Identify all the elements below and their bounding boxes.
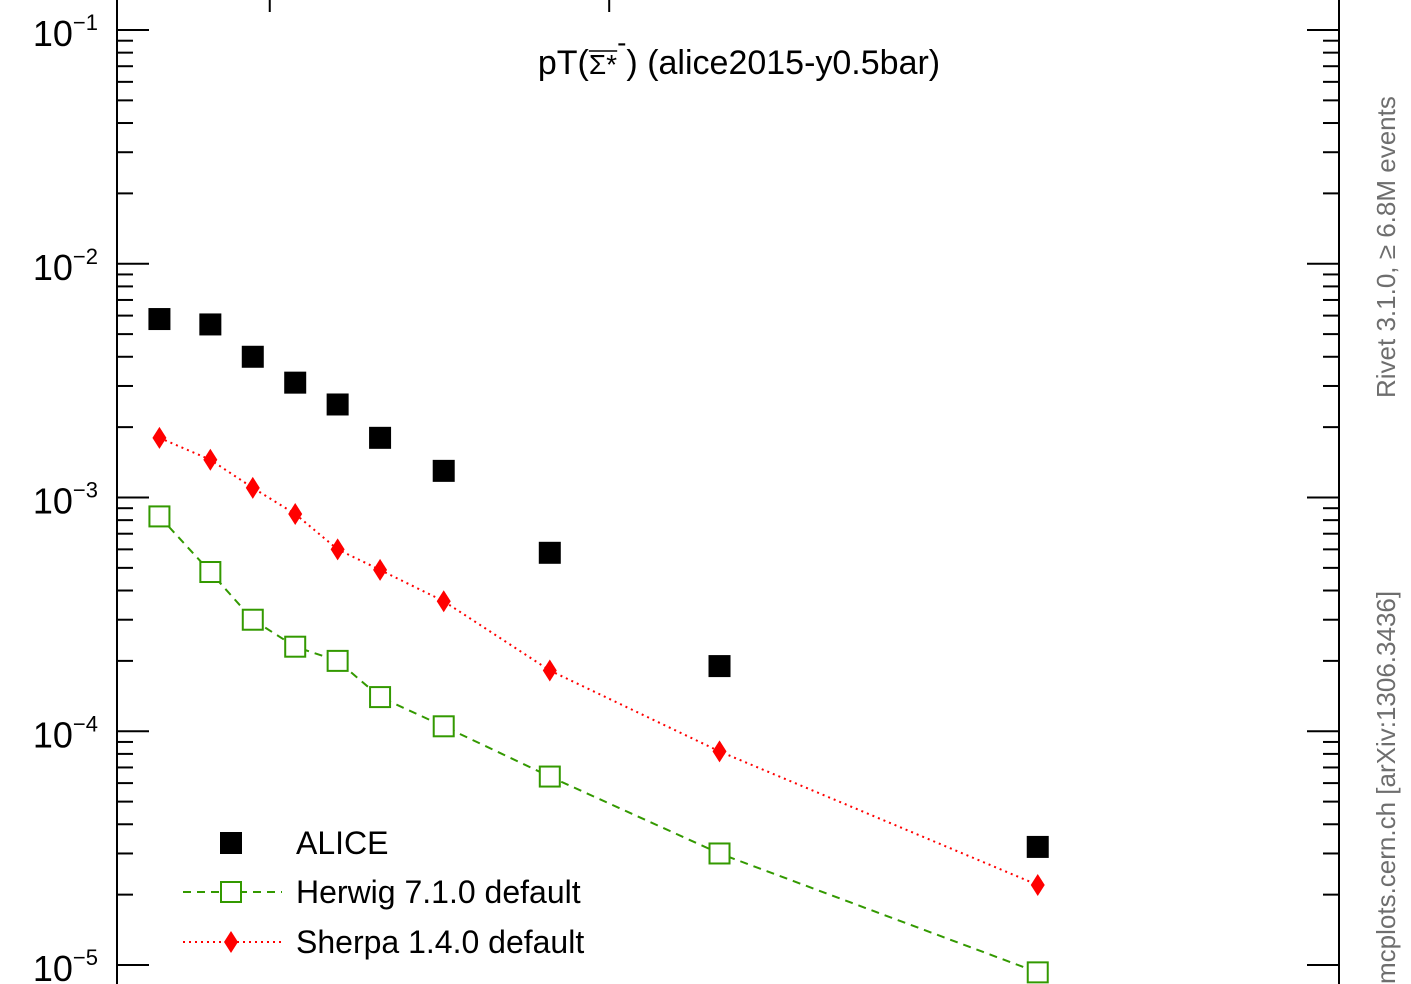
- herwig-point: [241, 608, 264, 631]
- series-line-2: [159, 436, 1039, 886]
- title-particle: Σ*: [589, 49, 617, 80]
- y-tick-exponent: −4: [73, 711, 98, 736]
- legend-label: Sherpa 1.4.0 default: [296, 924, 584, 960]
- alice-point: [432, 459, 455, 482]
- sherpa-point: [712, 740, 727, 763]
- source-label: mcplots.cern.ch [arXiv:1306.3436]: [1371, 591, 1401, 984]
- herwig-point: [369, 686, 392, 709]
- y-tick-base: 10: [33, 13, 73, 54]
- sherpa-point: [1030, 873, 1045, 896]
- herwig-point: [432, 715, 455, 738]
- title-prefix: pT(: [538, 44, 590, 82]
- axis-ticks: [117, 0, 1339, 966]
- sherpa-point: [203, 448, 218, 471]
- series-line-1: [158, 515, 1039, 974]
- y-tick-label: 10−5: [33, 945, 98, 984]
- alice-point: [538, 541, 561, 564]
- alice-point: [241, 345, 264, 368]
- y-tick-labels: 10−110−210−310−410−5: [33, 10, 98, 984]
- y-tick-exponent: −3: [73, 478, 98, 503]
- sherpa-point: [542, 659, 557, 682]
- alice-point: [284, 371, 307, 394]
- y-tick-label: 10−4: [33, 711, 98, 755]
- sherpa-point: [373, 558, 388, 581]
- legend-label: ALICE: [296, 825, 388, 861]
- y-tick-exponent: −2: [73, 244, 98, 269]
- herwig-point: [1026, 961, 1049, 984]
- y-tick-label: 10−3: [33, 478, 98, 522]
- alice-point: [1026, 835, 1049, 858]
- y-tick-base: 10: [33, 948, 73, 984]
- y-tick-exponent: −5: [73, 945, 98, 970]
- herwig-point: [148, 505, 171, 528]
- chart-title: pT(Σ*-) (alice2015-y0.5bar): [538, 27, 940, 82]
- y-tick-base: 10: [33, 714, 73, 755]
- y-tick-exponent: −1: [73, 10, 98, 35]
- series-lines: [158, 436, 1039, 974]
- herwig-point: [538, 765, 561, 788]
- legend-label: Herwig 7.1.0 default: [296, 874, 581, 910]
- y-tick-label: 10−1: [33, 10, 98, 54]
- legend-marker-alice: [220, 832, 242, 854]
- alice-point: [148, 308, 171, 331]
- title-charge: -: [617, 27, 626, 58]
- sherpa-point: [288, 502, 303, 525]
- herwig-point: [326, 649, 349, 672]
- title-suffix: ) (alice2015-y0.5bar): [626, 44, 940, 82]
- alice-point: [326, 393, 349, 416]
- alice-point: [199, 313, 222, 336]
- y-tick-base: 10: [33, 247, 73, 288]
- sherpa-point: [152, 426, 167, 449]
- alice-point: [708, 655, 731, 678]
- alice-point: [369, 426, 392, 449]
- legend: ALICE Herwig 7.1.0 default Sherpa 1.4.0 de…: [183, 825, 584, 960]
- herwig-point: [708, 842, 731, 865]
- legend-marker-herwig: [220, 881, 242, 903]
- legend-marker-sherpa: [224, 931, 238, 953]
- sherpa-point: [245, 476, 260, 499]
- y-tick-base: 10: [33, 481, 73, 522]
- series-markers: [148, 308, 1049, 984]
- sherpa-point: [436, 590, 451, 613]
- sherpa-point: [330, 538, 345, 561]
- rivet-version-label: Rivet 3.1.0, ≥ 6.8M events: [1371, 96, 1401, 398]
- herwig-point: [284, 635, 307, 658]
- y-tick-label: 10−2: [33, 244, 98, 288]
- herwig-point: [199, 561, 222, 584]
- plot-frame: [116, 0, 1340, 984]
